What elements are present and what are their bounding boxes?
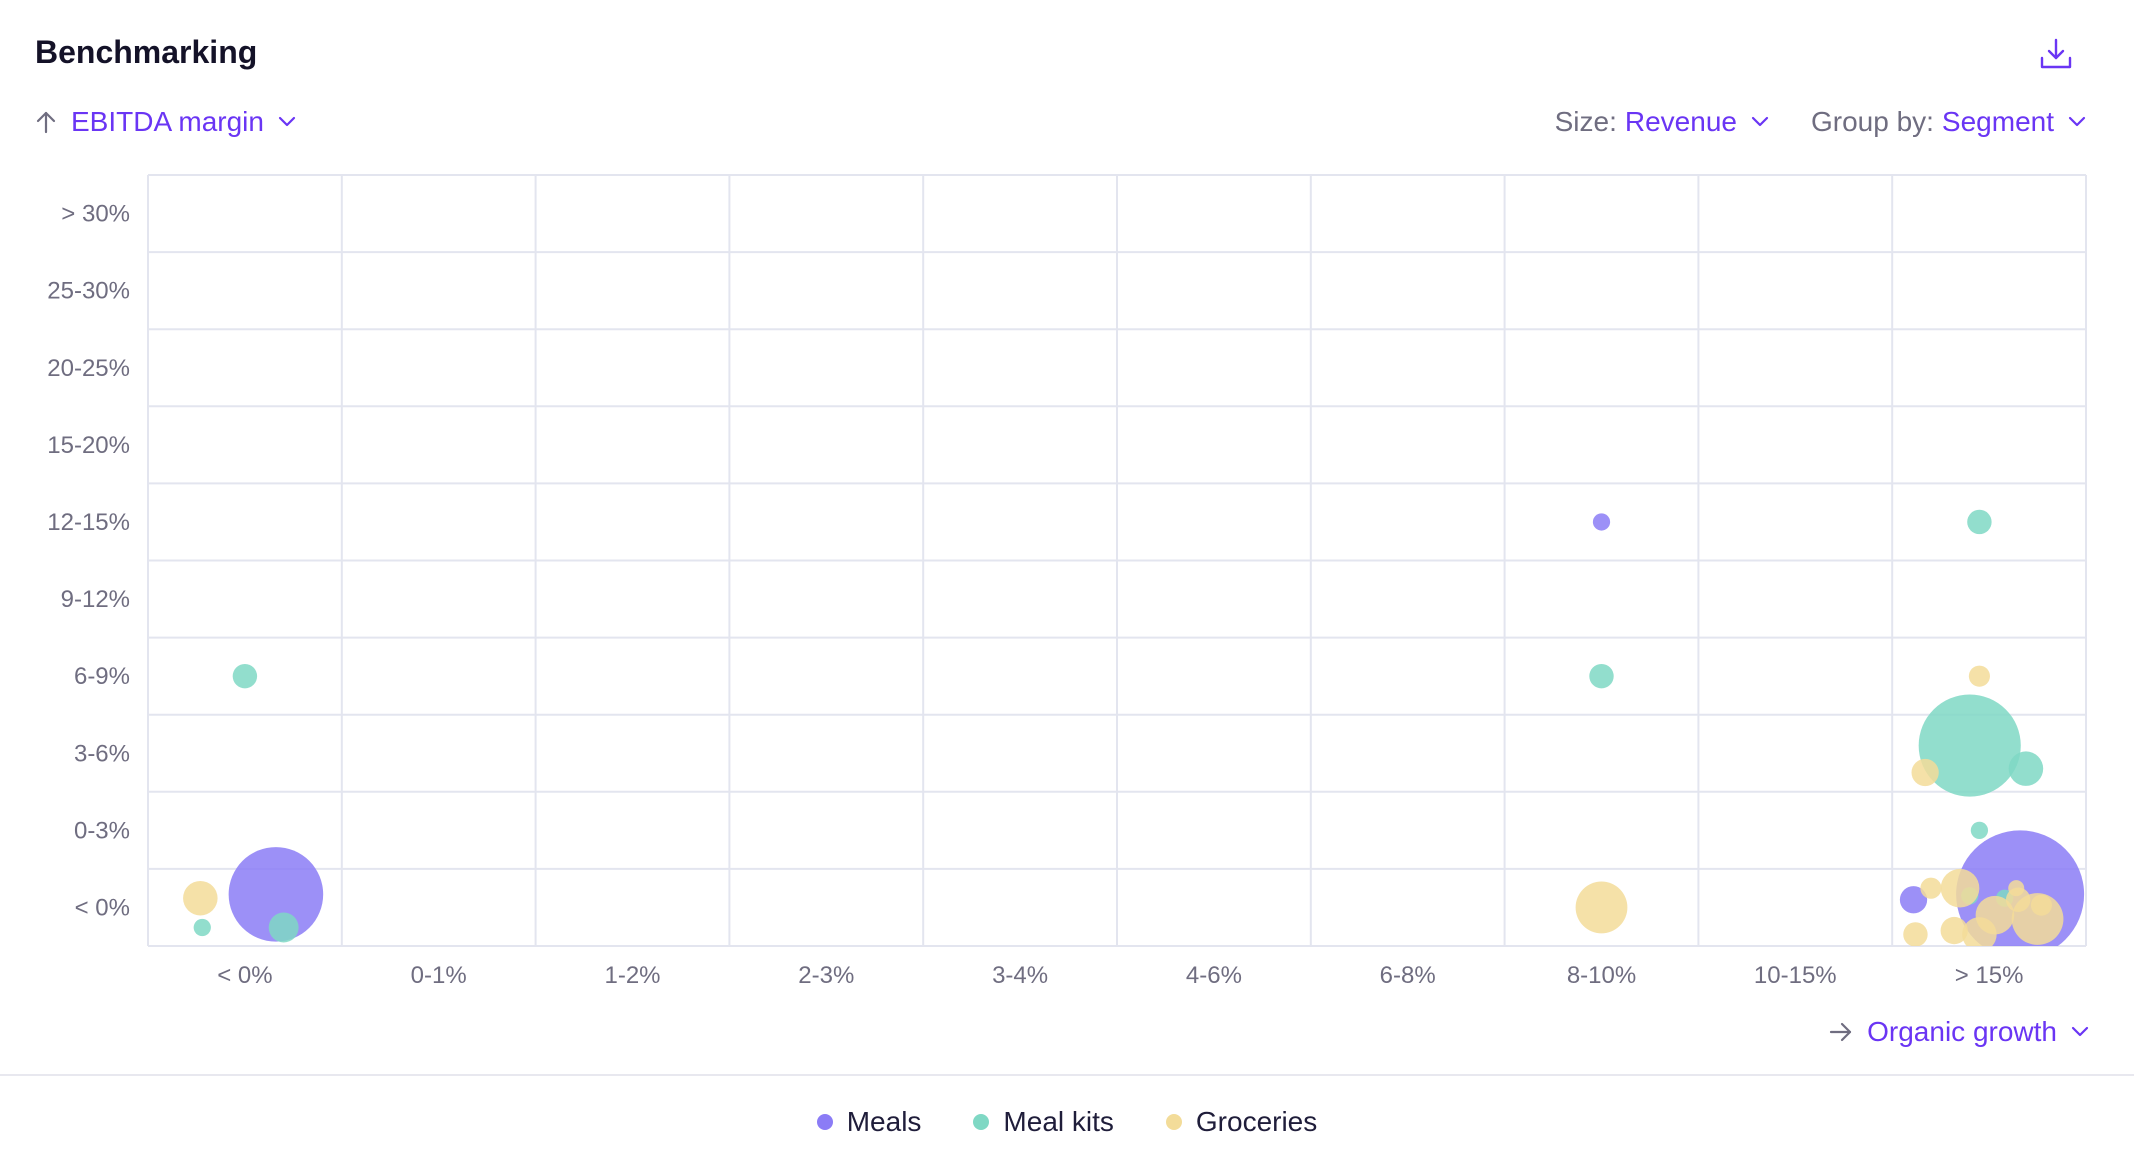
size-value: Revenue: [1624, 106, 1737, 137]
x-tick-label: 10-15%: [1754, 962, 1837, 989]
legend-item-groceries[interactable]: Groceries: [1165, 1106, 1318, 1138]
bubble-meals[interactable]: [1592, 513, 1611, 531]
page-title: Benchmarking: [35, 34, 258, 70]
x-axis-metric: Organic growth: [1867, 1016, 2057, 1047]
arrow-right-icon: [1830, 1022, 1852, 1042]
legend-label: Groceries: [1195, 1106, 1318, 1137]
y-tick-label: 15-20%: [47, 432, 130, 459]
size-selector[interactable]: Size: Revenue: [1555, 106, 1769, 138]
y-tick-label: 3-6%: [74, 740, 130, 767]
legend-item-meals[interactable]: Meals: [816, 1106, 922, 1138]
bubble-groceries[interactable]: [2008, 880, 2025, 897]
chevron-down-icon: [1751, 116, 1769, 127]
y-tick-label: 25-30%: [47, 278, 130, 305]
y-axis-selector[interactable]: EBITDA margin: [35, 102, 296, 142]
y-tick-label: 0-3%: [74, 817, 130, 844]
bubble-meal-kits[interactable]: [1970, 821, 1989, 839]
x-tick-label: 0-1%: [411, 962, 467, 989]
chevron-down-icon: [2068, 116, 2086, 127]
legend-dot: [973, 1114, 990, 1130]
x-tick-label: < 0%: [217, 962, 272, 989]
x-tick-label: 4-6%: [1186, 962, 1242, 989]
bubble-meal-kits[interactable]: [193, 918, 211, 937]
bubble-meal-kits[interactable]: [1589, 663, 1614, 689]
bubble-meal-kits[interactable]: [1967, 509, 1992, 535]
x-tick-label: > 15%: [1955, 962, 2024, 989]
x-axis-selector[interactable]: Organic growth: [1829, 1012, 2089, 1052]
legend-item-meal-kits[interactable]: Meal kits: [973, 1106, 1114, 1138]
y-tick-label: 12-15%: [47, 509, 130, 536]
download-icon: [2040, 38, 2072, 69]
y-tick-label: > 30%: [61, 201, 130, 228]
chevron-down-icon: [2071, 1026, 2089, 1037]
bubble-chart: < 0% 0-1% 1-2% 2-3% 3-4% 4-6% 6-8% 8-10% 10-15% >…: [47, 174, 2087, 989]
download-button[interactable]: [2036, 34, 2076, 74]
y-tick-label: 20-25%: [47, 355, 130, 382]
bubble-groceries[interactable]: [1903, 922, 1928, 946]
y-tick-label: < 0%: [75, 894, 130, 921]
y-axis-metric: EBITDA margin: [71, 106, 264, 137]
x-tick-label: 6-8%: [1380, 962, 1436, 989]
x-tick-label: 8-10%: [1567, 962, 1636, 989]
chevron-down-icon: [278, 116, 296, 127]
legend: Meals Meal kits Groceries: [0, 1106, 2134, 1138]
bubble-layer: [183, 509, 2085, 952]
legend-dot: [1165, 1114, 1182, 1130]
group-by-selector[interactable]: Group by: Segment: [1811, 106, 2086, 138]
group-by-label: Group by:: [1810, 106, 1934, 137]
x-tick-label: 3-4%: [992, 962, 1048, 989]
bubble-groceries[interactable]: [1968, 665, 1990, 687]
size-label: Size:: [1554, 106, 1617, 137]
bubble-groceries[interactable]: [1962, 917, 1997, 952]
legend-label: Meal kits: [1003, 1106, 1114, 1137]
arrow-up-icon: [36, 111, 56, 134]
y-tick-label: 9-12%: [61, 586, 130, 613]
bubble-meal-kits[interactable]: [232, 663, 258, 689]
bubble-meal-kits[interactable]: [2008, 751, 2044, 786]
legend-dot: [816, 1114, 833, 1130]
bubble-groceries[interactable]: [1940, 868, 1980, 908]
bubble-groceries[interactable]: [183, 880, 218, 916]
bubble-groceries[interactable]: [1920, 877, 1942, 899]
bubble-groceries[interactable]: [2030, 894, 2052, 916]
group-by-value: Segment: [1941, 106, 2054, 137]
bubble-groceries[interactable]: [1911, 758, 1939, 787]
bubble-groceries[interactable]: [1940, 916, 1968, 945]
divider: [0, 1074, 2134, 1076]
y-tick-label: 6-9%: [74, 663, 130, 690]
legend-label: Meals: [846, 1106, 922, 1137]
x-tick-label: 1-2%: [604, 962, 660, 989]
bubble-meals[interactable]: [1899, 886, 1928, 914]
bubble-meals[interactable]: [228, 847, 324, 942]
bubble-groceries[interactable]: [1575, 881, 1628, 934]
bubble-meal-kits[interactable]: [268, 912, 299, 943]
x-tick-label: 2-3%: [798, 962, 854, 989]
bubble-meal-kits[interactable]: [1918, 694, 2021, 797]
